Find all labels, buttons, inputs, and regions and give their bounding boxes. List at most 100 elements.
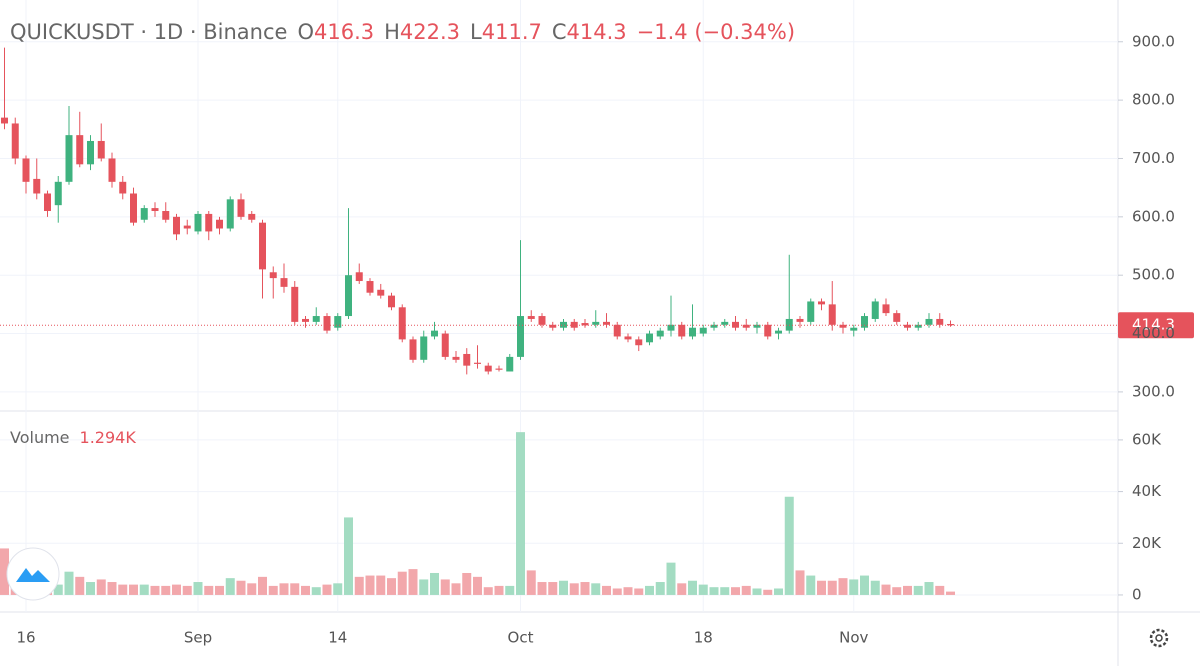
- logo[interactable]: [6, 547, 60, 601]
- ohlc-value: 414.3: [566, 20, 627, 44]
- volume-bar: [655, 582, 665, 595]
- volume-bar: [731, 587, 740, 595]
- x-tick-label: Oct: [508, 629, 534, 647]
- volume-bar: [720, 587, 730, 595]
- candle-body: [431, 330, 438, 337]
- candle-body: [828, 304, 836, 325]
- volume-bar: [881, 584, 891, 595]
- x-tick-label: 16: [16, 629, 35, 647]
- volume-bar: [354, 576, 364, 595]
- candle-body: [689, 327, 696, 337]
- ohlc-item: C414.3: [552, 20, 627, 44]
- candle-body: [22, 158, 30, 182]
- candle-body: [151, 208, 159, 212]
- volume-bar: [473, 576, 482, 595]
- candle-body: [807, 301, 815, 322]
- volume-bar: [182, 585, 192, 595]
- candle-body: [345, 275, 352, 317]
- volume-bar: [903, 585, 912, 595]
- candle-body: [925, 318, 933, 325]
- volume-bar: [516, 432, 525, 595]
- volume-bar: [193, 582, 203, 595]
- candle-body: [259, 222, 266, 270]
- gear-inner[interactable]: [1155, 634, 1163, 642]
- candle-body: [527, 316, 535, 319]
- ohlc-item: O416.3: [297, 20, 374, 44]
- volume-bar: [784, 496, 794, 595]
- candle-body: [721, 321, 729, 325]
- gear-outer[interactable]: [1149, 628, 1169, 648]
- candle-body: [97, 140, 105, 159]
- volume-bar: [365, 575, 375, 595]
- volume-bar: [838, 578, 848, 595]
- candle-body: [11, 123, 19, 159]
- candle-body: [517, 316, 524, 357]
- logo-icon[interactable]: [16, 568, 50, 582]
- volume-bar: [548, 582, 558, 595]
- candle-body: [764, 324, 772, 337]
- volume-bar: [806, 575, 816, 595]
- volume-bar: [827, 580, 837, 595]
- volume-title: Volume: [10, 428, 70, 447]
- candle-body: [656, 330, 664, 337]
- volume-bar: [440, 579, 450, 595]
- candle-body: [635, 339, 643, 346]
- y-tick-label: 400.0: [1132, 324, 1175, 342]
- volume-bar: [279, 583, 289, 595]
- candle-body: [183, 225, 191, 229]
- candle-body: [1, 117, 8, 124]
- logo-circle[interactable]: [6, 547, 60, 601]
- volume-bar: [494, 585, 504, 595]
- candle-body: [947, 324, 954, 326]
- candle-body: [463, 353, 471, 366]
- candle-body: [205, 213, 213, 232]
- candle-body: [65, 135, 73, 182]
- volume-value: 1.294K: [79, 428, 136, 447]
- candle-body: [87, 140, 94, 165]
- volume-bar: [537, 582, 547, 595]
- candle-body: [796, 318, 804, 322]
- volume-bar: [311, 587, 321, 595]
- volume-bar: [258, 576, 267, 595]
- volume-bar: [408, 569, 418, 595]
- candle-body: [581, 323, 589, 326]
- volume-bar: [602, 585, 611, 595]
- candle-body: [420, 336, 428, 360]
- marks: 414.3: [0, 47, 1194, 595]
- candle-body: [237, 199, 245, 217]
- candle-body: [775, 330, 782, 334]
- y-tick-label: 20K: [1132, 534, 1162, 552]
- volume-bar: [913, 585, 923, 595]
- volume-bar: [268, 585, 278, 595]
- volume-bar: [172, 584, 181, 595]
- candle-body: [742, 324, 750, 328]
- candle-body: [936, 318, 944, 325]
- volume-bar: [75, 576, 85, 595]
- candle-body: [495, 368, 503, 370]
- volume-bar: [419, 579, 429, 595]
- candle-body: [678, 324, 686, 337]
- y-tick-label: 60K: [1132, 430, 1162, 448]
- candle-body: [871, 301, 879, 319]
- volume-bar: [118, 584, 128, 595]
- candle-body: [667, 324, 675, 331]
- y-tick-label: 800.0: [1132, 91, 1175, 109]
- volume-header: Volume 1.294K: [10, 428, 136, 447]
- candle-body: [699, 327, 707, 334]
- volume-bar: [849, 579, 859, 595]
- price-header: QUICKUSDT · 1D · Binance O416.3 H422.3 L41…: [10, 20, 795, 44]
- volume-bar: [505, 585, 515, 595]
- volume-bar: [86, 582, 95, 595]
- candle-body: [904, 324, 911, 328]
- candle-body: [624, 336, 632, 340]
- candle-body: [119, 181, 127, 194]
- volume-bar: [741, 585, 751, 595]
- ohlc-item: L411.7: [470, 20, 542, 44]
- ohlc-item: H422.3: [384, 20, 460, 44]
- settings-icon[interactable]: [1149, 628, 1169, 648]
- x-tick-label: Sep: [184, 629, 212, 647]
- candle-body: [914, 324, 922, 328]
- candle-body: [377, 289, 385, 296]
- candle-body: [603, 321, 610, 325]
